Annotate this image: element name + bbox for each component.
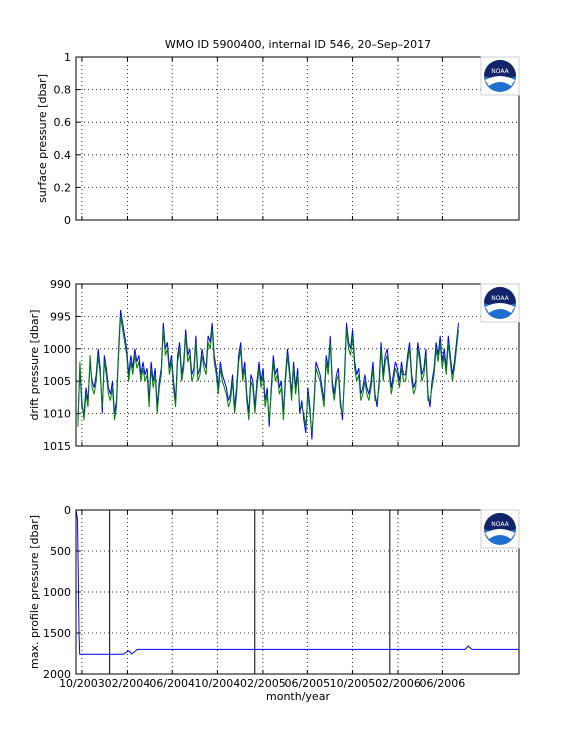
y-tick-label: 0.8 bbox=[54, 84, 72, 97]
y-tick-label: 990 bbox=[50, 278, 71, 291]
y-tick-label: 1005 bbox=[43, 375, 71, 388]
logo-sky bbox=[484, 60, 516, 79]
noaa-logo-icon: NOAA bbox=[480, 509, 520, 549]
noaa-logo-icon: NOAA bbox=[480, 283, 520, 323]
x-tick-label: 02/2004 bbox=[105, 677, 151, 690]
logo-wave bbox=[485, 76, 515, 86]
x-tick-label: 10/2004 bbox=[195, 677, 241, 690]
y-tick-label: 1500 bbox=[43, 627, 71, 640]
logo-sky bbox=[484, 513, 516, 532]
series-line bbox=[77, 309, 459, 440]
y-tick-label: 0 bbox=[64, 214, 71, 227]
y-tick-label: 1000 bbox=[43, 343, 71, 356]
y-axis-label: max. profile pressure [dbar] bbox=[28, 515, 41, 669]
y-tick-label: 2000 bbox=[43, 668, 71, 681]
x-tick-label: 10/2005 bbox=[330, 677, 376, 690]
y-tick-label: 1010 bbox=[43, 408, 71, 421]
series-line bbox=[77, 316, 459, 434]
y-tick-label: 500 bbox=[50, 545, 71, 558]
plot-frame bbox=[75, 509, 520, 675]
logo-text: NOAA bbox=[491, 521, 509, 528]
x-tick-label: 10/2003 bbox=[59, 677, 105, 690]
y-axis-label: surface pressure [dbar] bbox=[36, 74, 49, 203]
y-tick-label: 0.2 bbox=[54, 181, 72, 194]
logo-sky bbox=[484, 287, 516, 306]
y-axis-label: drift pressure [dbar] bbox=[28, 310, 41, 421]
x-tick-label: 02/2005 bbox=[240, 677, 286, 690]
y-tick-label: 0 bbox=[64, 504, 71, 517]
x-tick-label: 06/2004 bbox=[149, 677, 195, 690]
logo-wave bbox=[485, 303, 515, 313]
y-tick-label: 1 bbox=[64, 51, 71, 64]
logo-text: NOAA bbox=[491, 295, 509, 302]
y-tick-label: 1015 bbox=[43, 440, 71, 453]
y-tick-label: 0.6 bbox=[54, 116, 72, 129]
x-tick-label: 06/2006 bbox=[420, 677, 466, 690]
series-line bbox=[75, 509, 519, 655]
chart-title: WMO ID 5900400, internal ID 546, 20–Sep–… bbox=[165, 38, 431, 51]
plot-frame bbox=[75, 56, 520, 221]
logo-wave bbox=[485, 529, 515, 539]
plot-frame bbox=[75, 283, 520, 447]
noaa-logo-icon: NOAA bbox=[480, 56, 520, 96]
logo-text: NOAA bbox=[491, 68, 509, 75]
x-axis-label: month/year bbox=[266, 690, 330, 703]
x-tick-label: 06/2005 bbox=[284, 677, 330, 690]
x-tick-label: 02/2006 bbox=[375, 677, 421, 690]
y-tick-label: 995 bbox=[50, 310, 71, 323]
y-tick-label: 1000 bbox=[43, 586, 71, 599]
y-tick-label: 0.4 bbox=[54, 149, 72, 162]
